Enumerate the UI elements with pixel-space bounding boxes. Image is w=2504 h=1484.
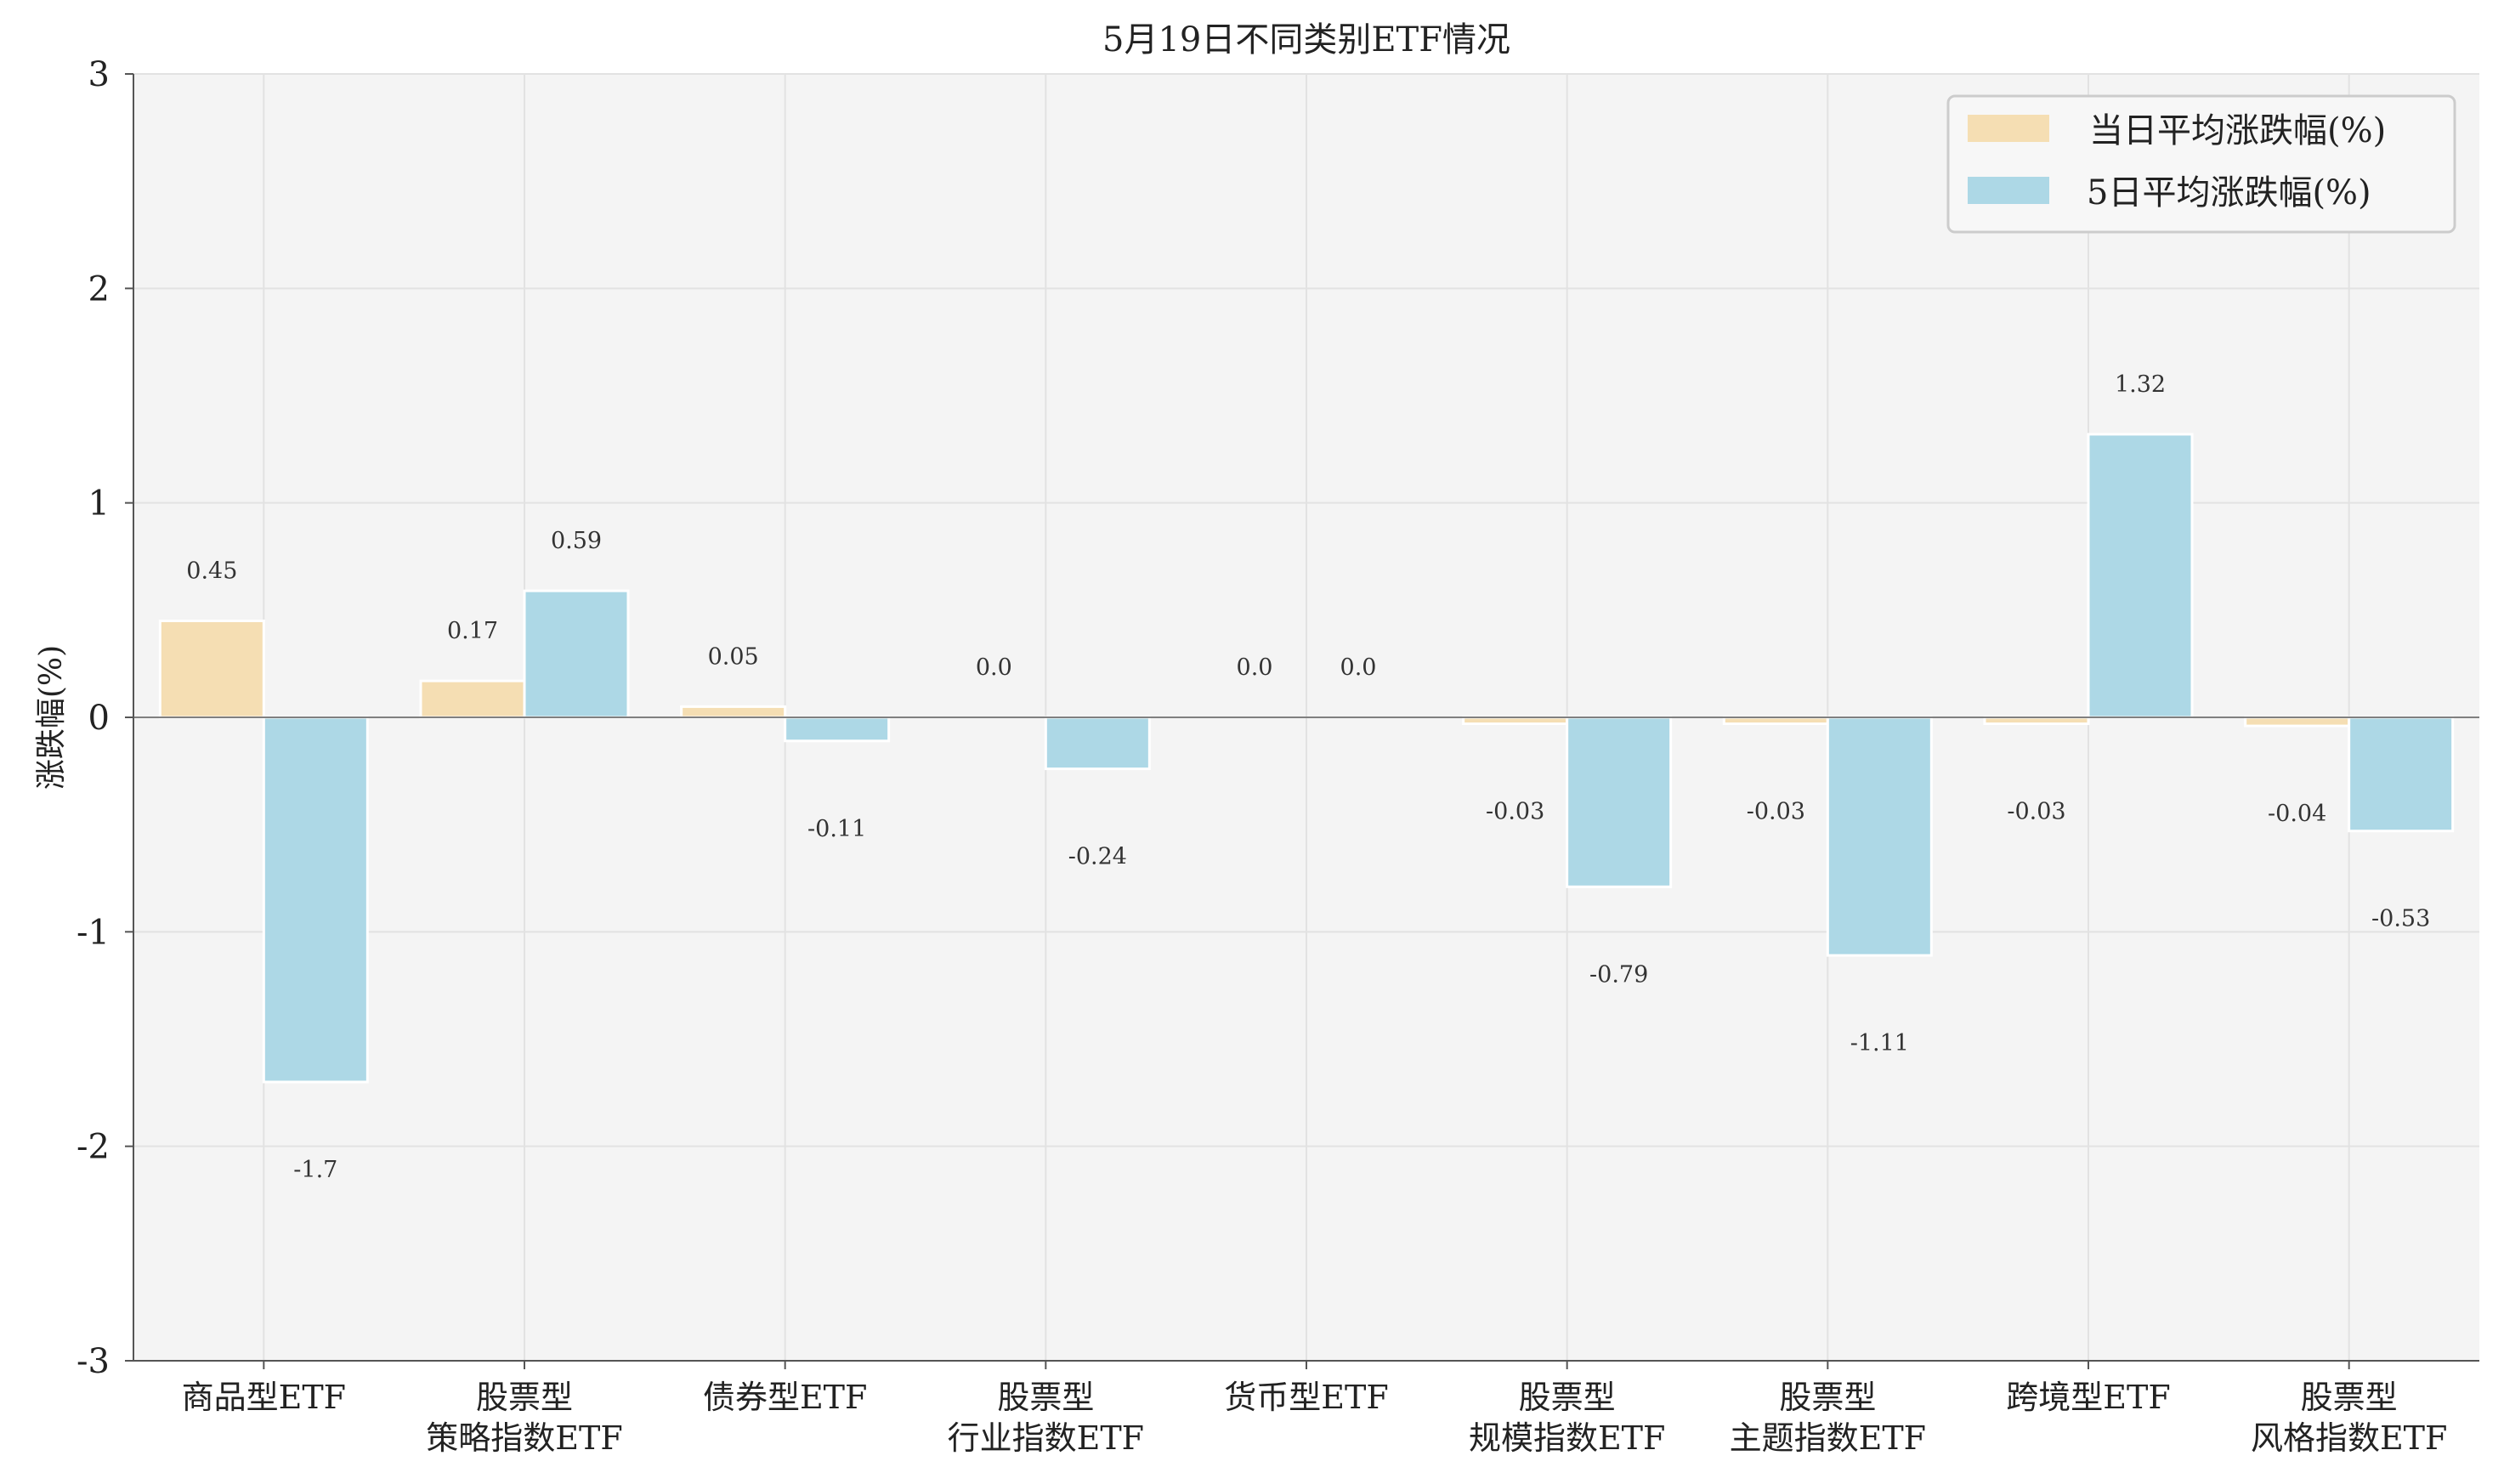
- chart-title: 5月19日不同类别ETF情况: [1102, 20, 1510, 59]
- x-tick-label: 股票型规模指数ETF: [1469, 1379, 1665, 1457]
- data-label: -0.53: [2371, 906, 2430, 932]
- x-tick-label-line: 股票型: [997, 1379, 1094, 1416]
- x-tick-label: 股票型行业指数ETF: [948, 1379, 1144, 1457]
- legend-swatch-5day: [1968, 177, 2049, 204]
- x-tick-label: 股票型策略指数ETF: [426, 1379, 622, 1457]
- y-tick-label: 1: [88, 484, 110, 524]
- bar-daily: [1462, 716, 1569, 726]
- y-tick-label: -2: [76, 1128, 110, 1167]
- x-tick-label-line: 货币型ETF: [1224, 1379, 1388, 1416]
- x-tick-label-line: 行业指数ETF: [948, 1419, 1144, 1457]
- y-ticks: 3 2 1 0 -1 -2 -3: [76, 55, 133, 1381]
- data-label: -0.04: [2268, 801, 2326, 827]
- bar-daily: [419, 679, 526, 719]
- x-tick-label-line: 股票型: [2301, 1379, 2398, 1416]
- x-tick-label: 货币型ETF: [1224, 1379, 1388, 1416]
- bar-5day: [262, 716, 369, 1084]
- x-tick-label-line: 股票型: [476, 1379, 573, 1416]
- bar-5day: [1826, 716, 1933, 957]
- bar-daily: [2244, 716, 2351, 728]
- bar-5day: [1566, 716, 1673, 888]
- bar-5day: [523, 589, 630, 719]
- data-label: 1.32: [2115, 371, 2166, 398]
- data-label: 0.0: [1237, 654, 1273, 681]
- bar-5day: [1044, 716, 1151, 771]
- x-tick-label: 股票型主题指数ETF: [1730, 1379, 1926, 1457]
- data-label: 0.05: [708, 643, 759, 670]
- x-tick-label: 商品型ETF: [182, 1379, 346, 1416]
- y-tick-label: -1: [76, 913, 110, 952]
- y-tick-label: -3: [76, 1342, 110, 1381]
- x-tick-label-line: 策略指数ETF: [426, 1419, 622, 1457]
- legend-box: [1946, 94, 2456, 234]
- y-axis-label: 涨跌幅(%): [34, 645, 69, 790]
- data-label: -0.79: [1589, 961, 1648, 988]
- data-label: 0.0: [976, 654, 1012, 681]
- bar-daily: [680, 705, 787, 719]
- x-tick-label: 股票型风格指数ETF: [2251, 1379, 2447, 1457]
- data-label: -1.11: [1850, 1030, 1909, 1056]
- data-labels: 0.45 0.17 0.05 0.0 0.0 -0.03 -0.03 -0.03 -0.04 -1…: [186, 371, 2430, 1183]
- data-label: -0.03: [1486, 799, 1544, 825]
- y-tick-label: 2: [88, 269, 110, 309]
- data-label: 0.17: [447, 618, 498, 644]
- data-label: -0.11: [807, 816, 866, 842]
- bars: [158, 433, 2455, 1084]
- bar-daily: [158, 619, 265, 719]
- data-label: 0.0: [1340, 654, 1377, 681]
- y-tick-label: 3: [88, 55, 110, 94]
- y-tick-label: 0: [88, 699, 110, 738]
- x-tick-label-line: 股票型: [1779, 1379, 1876, 1416]
- legend-label-5day: 5日平均涨跌幅(%): [2087, 173, 2371, 212]
- bar-daily: [1983, 716, 2090, 726]
- data-label: 0.59: [551, 528, 602, 554]
- data-label: 0.45: [186, 558, 237, 584]
- x-tick-label-line: 规模指数ETF: [1469, 1419, 1665, 1457]
- x-tick-label: 债券型ETF: [703, 1379, 867, 1416]
- legend-label-daily: 当日平均涨跌幅(%): [2089, 111, 2386, 150]
- x-tick-label-line: 风格指数ETF: [2251, 1419, 2447, 1457]
- data-label: -0.03: [2007, 799, 2065, 825]
- data-label: -1.7: [293, 1157, 337, 1183]
- data-label: -0.03: [1747, 799, 1805, 825]
- x-tick-label-line: 股票型: [1519, 1379, 1616, 1416]
- legend-swatch-daily: [1968, 115, 2049, 142]
- x-tick-label-line: 主题指数ETF: [1730, 1419, 1926, 1457]
- bar-5day: [2087, 433, 2194, 719]
- x-tick-label-line: 债券型ETF: [703, 1379, 867, 1416]
- bar-daily: [1722, 716, 1829, 726]
- data-label: -0.24: [1068, 844, 1127, 870]
- x-tick-label-line: 跨境型ETF: [2006, 1379, 2170, 1416]
- x-tick-label-line: 商品型ETF: [182, 1379, 346, 1416]
- x-tick-label: 跨境型ETF: [2006, 1379, 2170, 1416]
- legend: 当日平均涨跌幅(%) 5日平均涨跌幅(%): [1946, 94, 2456, 234]
- bar-5day: [784, 716, 891, 743]
- bar-5day: [2348, 716, 2455, 833]
